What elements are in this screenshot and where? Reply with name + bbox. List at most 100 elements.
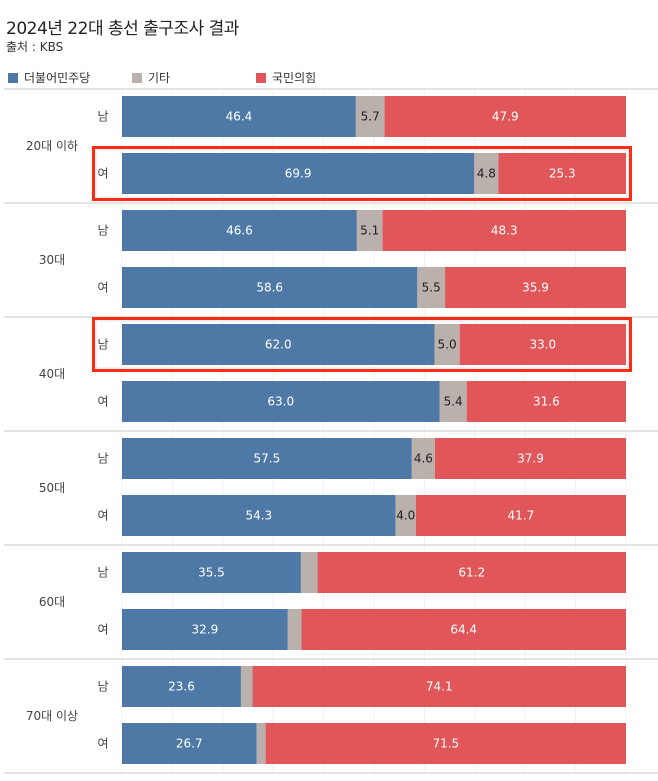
legend-swatch-ppp	[256, 72, 266, 83]
bar-segment-other	[355, 96, 385, 137]
data-label: 5.0	[438, 338, 457, 352]
bar-segment-democratic	[122, 666, 241, 707]
bar-segment-other	[417, 267, 446, 308]
bar-segment-democratic	[122, 96, 356, 137]
data-label: 46.6	[226, 224, 253, 238]
data-label: 23.6	[168, 680, 195, 694]
bar-segment-ppp	[252, 666, 626, 707]
bar-segment-democratic	[122, 324, 435, 365]
gender-label: 여	[97, 395, 108, 409]
data-label: 5.7	[361, 110, 380, 124]
data-label: 26.7	[176, 737, 203, 751]
bar-segment-democratic	[122, 609, 288, 650]
data-label: 32.9	[192, 623, 219, 637]
bar-segment-other	[287, 609, 302, 650]
bar-segment-ppp	[384, 96, 626, 137]
bar-segment-other	[356, 210, 383, 251]
data-label: 5.4	[444, 395, 463, 409]
legend-item-democratic: 더불어민주당	[8, 69, 90, 86]
gender-label: 여	[97, 737, 108, 751]
gender-label: 여	[97, 509, 108, 523]
legend-swatch-other	[132, 72, 142, 83]
gender-label: 남	[97, 566, 108, 580]
highlight-box	[92, 317, 632, 372]
data-label: 5.1	[360, 224, 379, 238]
chart-source: 출처 : KBS	[6, 40, 64, 54]
highlight-inner-border	[95, 149, 629, 198]
highlight-inner-border	[95, 320, 629, 369]
data-label: 31.6	[533, 395, 560, 409]
data-label: 58.6	[256, 281, 283, 295]
gender-label: 남	[97, 224, 108, 238]
legend-item-ppp: 국민의힘	[256, 69, 316, 86]
data-label: 33.0	[529, 338, 556, 352]
bar-segment-other	[434, 324, 460, 365]
data-label: 47.9	[492, 110, 519, 124]
data-label: 41.7	[508, 509, 535, 523]
data-label: 35.9	[522, 281, 549, 295]
data-label: 4.8	[477, 167, 496, 181]
bar-segment-democratic	[122, 495, 396, 536]
gender-label: 남	[97, 452, 108, 466]
data-label: 4.0	[396, 509, 415, 523]
bar-segment-other	[395, 495, 416, 536]
bar-segment-democratic	[122, 552, 301, 593]
data-label: 57.5	[254, 452, 281, 466]
bar-segment-democratic	[122, 723, 257, 764]
data-label: 5.5	[422, 281, 441, 295]
bar-segment-other	[240, 666, 253, 707]
gender-label: 여	[97, 281, 108, 295]
bar-segment-other	[439, 381, 467, 422]
group-label: 40대	[39, 367, 65, 381]
bar-segment-other	[411, 438, 435, 479]
data-label: 69.9	[285, 167, 312, 181]
group-label: 60대	[39, 595, 65, 609]
group-label: 20대 이하	[26, 139, 78, 153]
bar-segment-democratic	[122, 210, 357, 251]
gender-label: 여	[97, 167, 108, 181]
data-label: 71.5	[432, 737, 459, 751]
chart-title: 2024년 22대 총선 출구조사 결과	[6, 19, 239, 39]
gender-label: 남	[97, 110, 108, 124]
data-label: 61.2	[458, 566, 485, 580]
bar-segment-ppp	[459, 324, 626, 365]
data-label: 48.3	[491, 224, 518, 238]
data-label: 64.4	[450, 623, 477, 637]
bar-segment-ppp	[415, 495, 626, 536]
bar-segment-other	[474, 153, 499, 194]
gender-label: 여	[97, 623, 108, 637]
data-label: 4.6	[414, 452, 433, 466]
gender-label: 남	[97, 338, 108, 352]
bar-segment-ppp	[434, 438, 626, 479]
legend-label-ppp: 국민의힘	[272, 71, 317, 85]
bar-segment-ppp	[498, 153, 626, 194]
legend-swatch-democratic	[8, 72, 18, 83]
group-label: 70대 이상	[26, 709, 78, 723]
bar-segment-democratic	[122, 381, 440, 422]
bar-segment-ppp	[317, 552, 626, 593]
bar-segment-other	[300, 552, 318, 593]
bar-segment-other	[256, 723, 266, 764]
group-label: 50대	[39, 481, 65, 495]
bar-segment-ppp	[382, 210, 626, 251]
data-label: 62.0	[265, 338, 292, 352]
legend-item-other: 기타	[132, 69, 170, 86]
data-label: 63.0	[267, 395, 294, 409]
group-label: 30대	[39, 253, 65, 267]
gender-label: 남	[97, 680, 108, 694]
data-label: 37.9	[517, 452, 544, 466]
highlight-box	[92, 146, 632, 201]
bar-segment-ppp	[466, 381, 626, 422]
bar-segment-ppp	[301, 609, 626, 650]
data-label: 54.3	[245, 509, 272, 523]
bar-segment-democratic	[122, 438, 412, 479]
bar-segment-ppp	[445, 267, 626, 308]
bar-segment-ppp	[265, 723, 626, 764]
bar-segment-democratic	[122, 153, 475, 194]
data-label: 25.3	[549, 167, 576, 181]
data-label: 46.4	[226, 110, 253, 124]
bar-segment-democratic	[122, 267, 418, 308]
data-label: 74.1	[426, 680, 453, 694]
